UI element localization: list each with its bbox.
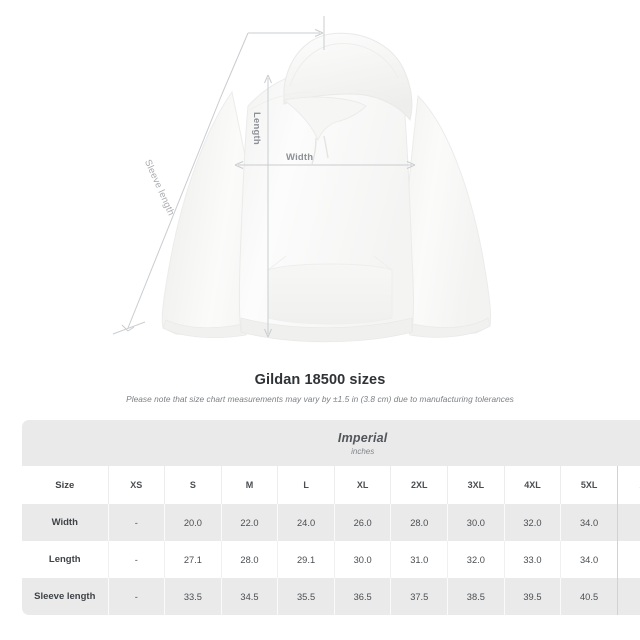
size-col-metric-xs: XS	[616, 466, 640, 504]
unit-metric-name: Metric	[617, 431, 640, 445]
garment-illustration: Length Width Sleeve length	[112, 16, 492, 343]
size-header-row: Size XS S M L XL 2XL 3XL 4XL 5XL XS S M …	[22, 466, 640, 504]
measurement-guides	[112, 16, 416, 338]
cell-length-imperial-xl: 30.0	[333, 541, 391, 578]
cell-sleeve-imperial-xs: -	[107, 578, 165, 615]
unit-imperial-name: Imperial	[337, 430, 388, 445]
cell-length-imperial-xs: -	[107, 541, 165, 578]
sleeve-length-guide	[112, 16, 325, 335]
cell-sleeve-imperial-5xl: 40.5	[560, 578, 618, 615]
row-label-width: Width	[22, 504, 108, 541]
length-label: Length	[251, 112, 262, 145]
cell-width-imperial-2xl: 28.0	[390, 504, 448, 541]
width-label: Width	[286, 152, 314, 163]
tolerance-note: Please note that size chart measurements…	[126, 394, 514, 404]
cell-width-imperial-l: 24.0	[277, 504, 335, 541]
size-header-label: Size	[22, 466, 108, 504]
cell-sleeve-imperial-3xl: 38.5	[447, 578, 505, 615]
size-col-imperial-2xl: 2XL	[390, 466, 448, 504]
cell-sleeve-imperial-m: 34.5	[220, 578, 278, 615]
size-col-imperial-m: M	[220, 466, 278, 504]
cell-sleeve-imperial-l: 35.5	[277, 578, 335, 615]
unit-band-spacer	[22, 420, 108, 466]
title-block: Gildan 18500 sizes Please note that size…	[0, 372, 640, 404]
unit-band-row: Imperial inches Metric centimeters	[22, 420, 640, 466]
cell-sleeve-imperial-xl: 36.5	[333, 578, 391, 615]
size-table: Imperial inches Metric centimeters Size …	[22, 420, 640, 615]
cell-length-imperial-2xl: 31.0	[390, 541, 448, 578]
cell-length-imperial-l: 29.1	[277, 541, 335, 578]
cell-width-imperial-4xl: 32.0	[503, 504, 561, 541]
unit-metric-sub: centimeters	[617, 447, 640, 456]
table-row: Width - 20.0 22.0 24.0 26.0 28.0 30.0 32…	[22, 504, 640, 541]
table-row: Length - 27.1 28.0 29.1 30.0 31.0 32.0 3…	[22, 541, 640, 578]
size-col-imperial-3xl: 3XL	[447, 466, 505, 504]
size-table-container: Imperial inches Metric centimeters Size …	[22, 420, 640, 615]
page-title: Gildan 18500 sizes	[254, 372, 386, 388]
size-col-imperial-s: S	[164, 466, 222, 504]
cell-width-imperial-s: 20.0	[164, 504, 222, 541]
table-row: Sleeve length - 33.5 34.5 35.5 36.5 37.5…	[22, 578, 640, 615]
cell-length-imperial-3xl: 32.0	[447, 541, 505, 578]
cell-length-metric-xs: -	[616, 541, 640, 578]
size-col-imperial-5xl: 5XL	[560, 466, 618, 504]
length-guide	[264, 74, 272, 338]
unit-imperial-sub: inches	[351, 446, 375, 456]
cell-sleeve-metric-xs: -	[616, 578, 640, 615]
hoodie-drawing	[112, 16, 492, 343]
cell-width-imperial-5xl: 34.0	[560, 504, 618, 541]
row-label-length: Length	[22, 541, 108, 578]
cell-width-imperial-3xl: 30.0	[447, 504, 505, 541]
cell-width-metric-xs: -	[616, 504, 640, 541]
cell-length-imperial-m: 28.0	[220, 541, 278, 578]
cell-length-imperial-4xl: 33.0	[503, 541, 561, 578]
size-col-imperial-4xl: 4XL	[503, 466, 561, 504]
width-guide	[234, 161, 416, 169]
unit-imperial: Imperial inches	[108, 420, 618, 466]
cell-width-imperial-m: 22.0	[220, 504, 278, 541]
cell-width-imperial-xs: -	[107, 504, 165, 541]
cell-sleeve-imperial-s: 33.5	[164, 578, 222, 615]
row-label-sleeve-length: Sleeve length	[22, 578, 108, 615]
cell-length-imperial-s: 27.1	[164, 541, 222, 578]
cell-sleeve-imperial-2xl: 37.5	[390, 578, 448, 615]
unit-metric: Metric centimeters	[617, 420, 640, 466]
size-col-imperial-l: L	[277, 466, 335, 504]
size-col-imperial-xl: XL	[333, 466, 391, 504]
hoodie-shape	[161, 32, 492, 343]
cell-width-imperial-xl: 26.0	[333, 504, 391, 541]
cell-length-imperial-5xl: 34.0	[560, 541, 618, 578]
size-col-imperial-xs: XS	[107, 466, 165, 504]
cell-sleeve-imperial-4xl: 39.5	[503, 578, 561, 615]
